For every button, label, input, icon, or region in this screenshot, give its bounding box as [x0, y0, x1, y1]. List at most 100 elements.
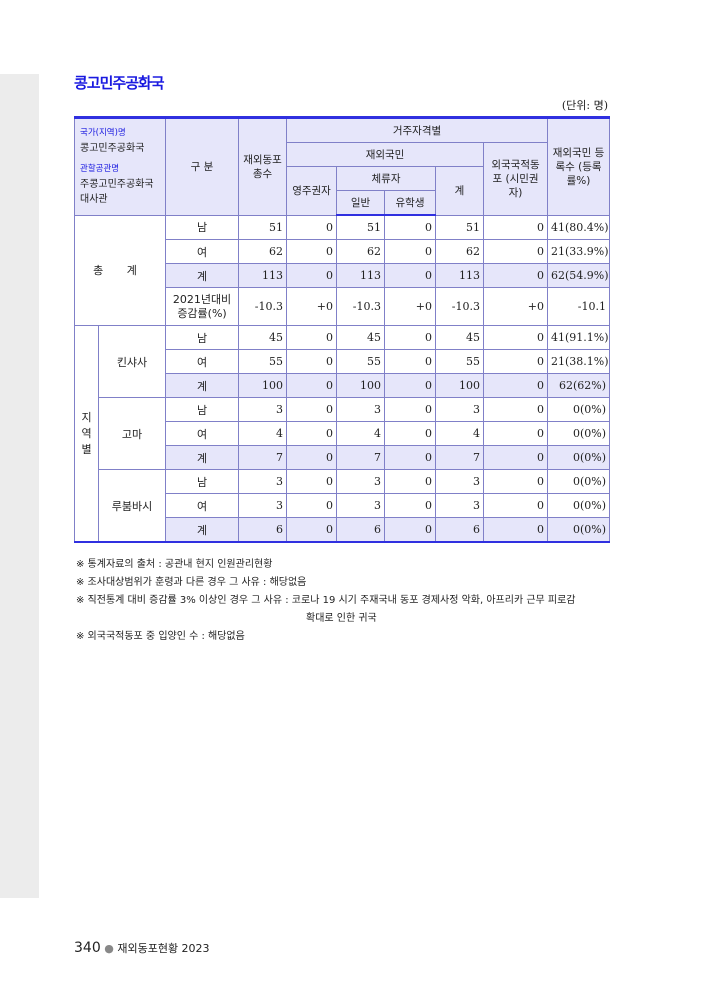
- cell: 0(0%): [547, 445, 611, 470]
- row-label: 여: [165, 493, 240, 518]
- cell: 0: [384, 445, 437, 470]
- cell: 51: [238, 214, 288, 240]
- cell: 0: [483, 517, 549, 543]
- page-number: 340: [74, 940, 101, 956]
- row-label: 남: [165, 397, 240, 422]
- row-label: 여: [165, 239, 240, 264]
- notes: ※ 통계자료의 출처 : 공관내 현지 인원관리현황 ※ 조사대상범위가 훈령과…: [76, 556, 576, 646]
- cell: 0: [384, 263, 437, 288]
- sojourner-header: 체류자: [336, 166, 437, 191]
- cell: 0: [483, 421, 549, 446]
- cell: 4: [336, 421, 386, 446]
- cell: 0: [286, 349, 338, 374]
- sum-header: 계: [435, 166, 485, 216]
- country-name: 콩고민주공화국: [80, 143, 145, 155]
- book-title: 재외동포현황 2023: [117, 942, 210, 955]
- table-row: 계 100 0 100 0 100 0 62(62%): [75, 373, 611, 398]
- cell: 55: [336, 349, 386, 374]
- cell: 55: [238, 349, 288, 374]
- cell: 0: [286, 517, 338, 543]
- cell: 0: [384, 469, 437, 494]
- row-label: 2021년대비 증감률(%): [165, 287, 240, 326]
- cell: 0: [384, 421, 437, 446]
- cell: 0: [286, 493, 338, 518]
- cell: 0: [384, 373, 437, 398]
- cell: 62: [336, 239, 386, 264]
- row-label: 계: [165, 445, 240, 470]
- cell: 0(0%): [547, 421, 611, 446]
- row-label: 계: [165, 373, 240, 398]
- cell: 0: [483, 373, 549, 398]
- registered-header: 재외국민 등록수 (등록률%): [547, 117, 611, 216]
- table-row: 여 55 0 55 0 55 0 21(38.1%): [75, 349, 611, 374]
- cell: 3: [238, 397, 288, 422]
- cell: 41(91.1%): [547, 325, 611, 350]
- table-row: 총 계 남 51 0 51 0 51 0 41(80.4%): [73, 214, 611, 326]
- cell: 100: [238, 373, 288, 398]
- cell: 0: [483, 397, 549, 422]
- cell: 0: [384, 239, 437, 264]
- table-row: 여 3 0 3 0 3 0 0(0%): [75, 493, 611, 518]
- cell: +0: [384, 287, 437, 326]
- general-header: 일반: [336, 190, 386, 216]
- cell: 0: [384, 493, 437, 518]
- page-footer: 340 ● 재외동포현황 2023: [74, 940, 210, 956]
- cell: 3: [238, 493, 288, 518]
- nationals-header: 재외국민: [286, 142, 485, 167]
- note: ※ 통계자료의 출처 : 공관내 현지 인원관리현황: [76, 559, 273, 570]
- row-label: 남: [165, 214, 240, 240]
- cell: 0(0%): [547, 517, 611, 543]
- cell: 0: [286, 239, 338, 264]
- cell: 0(0%): [547, 493, 611, 518]
- bullet-icon: ●: [104, 942, 114, 955]
- cell: 0: [384, 214, 437, 240]
- cell: 3: [435, 469, 485, 494]
- cell: 3: [336, 397, 386, 422]
- cell: 7: [238, 445, 288, 470]
- cell: 3: [238, 469, 288, 494]
- cell: 0: [286, 263, 338, 288]
- cell: 6: [238, 517, 288, 543]
- cell: 51: [435, 214, 485, 240]
- cell: 100: [336, 373, 386, 398]
- cell: 45: [238, 325, 288, 350]
- cell: 62(62%): [547, 373, 611, 398]
- row-label: 여: [165, 421, 240, 446]
- cell: 3: [336, 493, 386, 518]
- cell: +0: [483, 287, 549, 326]
- cell: 55: [435, 349, 485, 374]
- permanent-header: 영주권자: [286, 166, 338, 216]
- cell: 0: [483, 493, 549, 518]
- cell: 3: [336, 469, 386, 494]
- region-name: 고마: [97, 397, 167, 470]
- country-info-cell: 국가(지역)명 콩고민주공화국 관할공관명 주콩고민주공화국 대사관: [73, 117, 167, 216]
- cell: 0: [286, 421, 338, 446]
- table-row: 루붐바시 남 3 0 3 0 3 0 0(0%): [75, 469, 611, 543]
- cell: 0: [483, 239, 549, 264]
- cell: 0: [483, 445, 549, 470]
- cell: 0: [286, 214, 338, 240]
- cell: 0: [483, 214, 549, 240]
- cell: 0: [384, 517, 437, 543]
- table-row: 고마 남 3 0 3 0 3 0 0(0%): [75, 397, 611, 470]
- cell: -10.3: [435, 287, 485, 326]
- cell: 41(80.4%): [547, 214, 611, 240]
- row-label: 계: [165, 517, 240, 543]
- cell: +0: [286, 287, 338, 326]
- cell: 6: [336, 517, 386, 543]
- region-name: 킨샤사: [97, 325, 167, 398]
- category-header: 구 분: [165, 117, 240, 216]
- cell: -10.3: [238, 287, 288, 326]
- statistics-table: 국가(지역)명 콩고민주공화국 관할공관명 주콩고민주공화국 대사관 구 분 재…: [73, 116, 611, 543]
- total-header: 재외동포 총수: [238, 117, 288, 216]
- cell: 0: [384, 397, 437, 422]
- cell: 45: [435, 325, 485, 350]
- table-row: 여 62 0 62 0 62 0 21(33.9%): [75, 239, 611, 264]
- cell: 21(38.1%): [547, 349, 611, 374]
- cell: 0: [286, 469, 338, 494]
- note: 확대로 인한 귀국: [306, 613, 377, 624]
- student-header: 유학생: [384, 190, 437, 216]
- total-group-label: 총 계: [73, 214, 167, 326]
- row-label: 계: [165, 263, 240, 288]
- table-row: 지역별 킨샤사 남 45 0 45 0 45 0 41(91.1%): [74, 325, 611, 543]
